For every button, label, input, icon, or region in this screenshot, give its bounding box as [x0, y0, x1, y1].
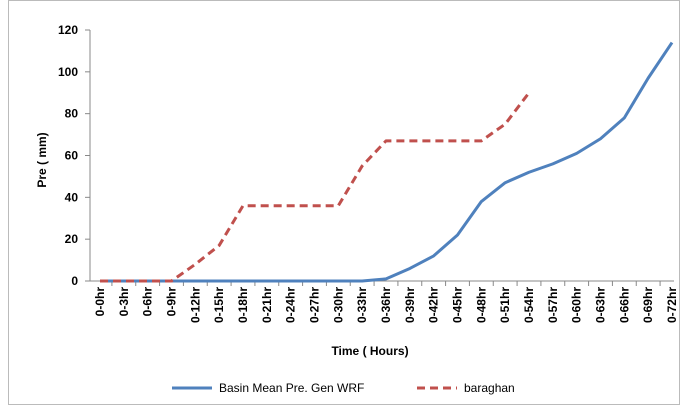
x-tick-label: 0-54hr: [522, 287, 536, 323]
x-tick-label: 0-21hr: [260, 287, 274, 323]
series-line: [100, 91, 531, 283]
y-tick-label: 60: [65, 149, 79, 163]
x-tick-label: 0-27hr: [308, 287, 322, 323]
x-tick-label: 0-36hr: [379, 287, 393, 323]
y-tick-label: 80: [65, 107, 79, 121]
x-tick-label: 0-12hr: [188, 287, 202, 323]
x-tick-label: 0-66hr: [617, 287, 631, 323]
y-tick-label: 100: [58, 65, 78, 79]
x-tick-label: 0-72hr: [665, 287, 679, 323]
x-tick-label: 0-24hr: [284, 287, 298, 323]
y-axis-title: Pre ( mm): [35, 132, 49, 187]
x-axis-title: Time ( Hours): [331, 344, 408, 358]
x-tick-label: 0-57hr: [546, 287, 560, 323]
series-line: [100, 41, 674, 283]
x-tick-label: 0-0hr: [93, 287, 107, 317]
x-tick-label: 0-39hr: [403, 287, 417, 323]
x-tick-label: 0-63hr: [594, 287, 608, 323]
x-tick-label: 0-51hr: [498, 287, 512, 323]
x-tick-label: 0-18hr: [236, 287, 250, 323]
legend-label: Basin Mean Pre. Gen WRF: [219, 381, 364, 395]
x-tick-label: 0-48hr: [474, 287, 488, 323]
y-tick-label: 40: [65, 190, 79, 204]
y-tick-label: 120: [58, 23, 78, 37]
legend-label: baraghan: [464, 381, 515, 395]
y-tick-label: 20: [65, 232, 79, 246]
x-tick-label: 0-15hr: [212, 287, 226, 323]
x-tick-label: 0-3hr: [117, 287, 131, 317]
y-tick-label: 0: [71, 274, 78, 288]
x-tick-label: 0-69hr: [641, 287, 655, 323]
x-tick-label: 0-6hr: [141, 287, 155, 317]
x-tick-label: 0-30hr: [331, 287, 345, 323]
x-tick-label: 0-33hr: [355, 287, 369, 323]
x-tick-label: 0-45hr: [451, 287, 465, 323]
x-tick-label: 0-9hr: [165, 287, 179, 317]
x-tick-label: 0-42hr: [427, 287, 441, 323]
chart-frame: [8, 0, 680, 405]
x-tick-label: 0-60hr: [570, 287, 584, 323]
